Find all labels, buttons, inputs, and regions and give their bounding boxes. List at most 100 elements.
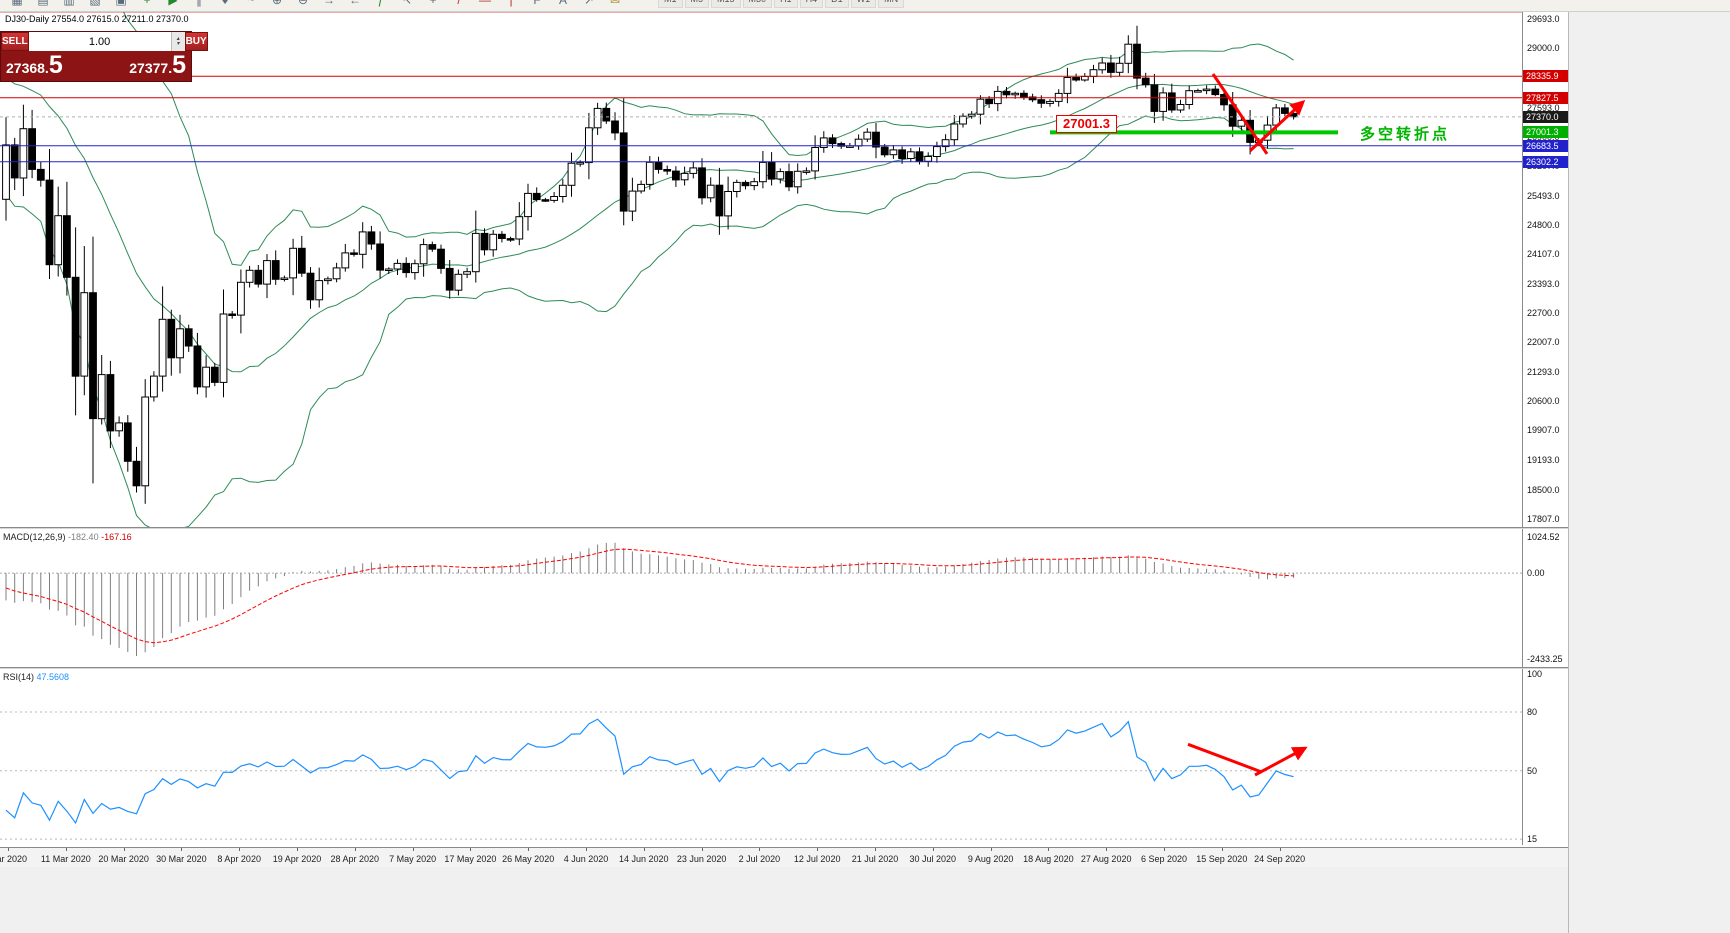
turning-point-text[interactable]: 多空转折点: [1360, 126, 1451, 144]
bollinger-lower-line: [5, 115, 1294, 527]
rsi-line: [5, 718, 1294, 825]
macd-signal-line: [5, 548, 1294, 644]
time-axis[interactable]: Mar 2020 11 Mar 2020 20 Mar 2020 30 Mar 202…: [0, 847, 1568, 867]
one-click-trading-panel: SELL ▴▾ BUY 27368.5 27377.5: [0, 31, 208, 82]
sell-button[interactable]: SELL: [1, 32, 29, 51]
hline-icon[interactable]: —: [479, 0, 491, 7]
pane-divider[interactable]: [0, 667, 1568, 669]
new-chart-icon[interactable]: ▦: [11, 0, 23, 7]
date-tick: [65, 848, 67, 851]
date-label: 28 Apr 2020: [330, 854, 380, 864]
timeframe-H1[interactable]: H1: [774, 0, 798, 8]
macd-tick-label: 0.00: [1527, 568, 1545, 579]
main-chart-canvas[interactable]: [0, 11, 1522, 527]
candles-chart-icon[interactable]: ♦: [221, 0, 229, 7]
price-tick-label: 20600.0: [1527, 396, 1560, 407]
spin-down-icon[interactable]: ▾: [176, 40, 180, 47]
date-label: 21 Jul 2020: [851, 854, 899, 864]
main-chart-pane[interactable]: 29693.029000.028307.027593.026900.026207…: [0, 11, 1568, 527]
buy-button[interactable]: BUY: [184, 32, 208, 51]
line-chart-icon[interactable]: ~: [247, 0, 255, 7]
crosshair-icon[interactable]: +: [429, 0, 437, 7]
trendline-icon[interactable]: /: [457, 0, 461, 7]
date-label: 12 Jul 2020: [793, 854, 841, 864]
spin-up-icon[interactable]: ▴: [176, 35, 180, 42]
indicators-icon[interactable]: ƒ: [377, 0, 385, 7]
date-tick: [470, 848, 472, 851]
trade-panel-prices: 27368.5 27377.5: [1, 51, 191, 81]
new-order-icon[interactable]: +: [143, 0, 151, 7]
rsi-tick-label: 80: [1527, 707, 1538, 718]
auto-scroll-icon[interactable]: →: [323, 0, 335, 7]
mail-icon[interactable]: ✉: [609, 0, 621, 7]
terminal-icon[interactable]: ▣: [115, 0, 127, 7]
turning-point-price-label[interactable]: 27001.3: [1056, 115, 1117, 134]
volume-field[interactable]: ▴▾: [28, 32, 185, 51]
price-axis[interactable]: 29693.029000.028307.027593.026900.026207…: [1522, 11, 1568, 527]
volume-spinner[interactable]: ▴ ▾: [170, 32, 185, 51]
pane-divider[interactable]: [0, 527, 1568, 529]
arrows-icon[interactable]: ↗: [583, 0, 595, 7]
timeframe-M5[interactable]: M5: [684, 0, 710, 8]
chart-shift-icon[interactable]: ←: [349, 0, 361, 7]
price-tick-label: 22007.0: [1527, 337, 1560, 348]
macd-main-value: -182.40: [68, 532, 99, 542]
price-tick-label: 22700.0: [1527, 308, 1560, 319]
cursor-icon[interactable]: ↖: [401, 0, 413, 7]
macd-signal-value: -167.16: [101, 532, 132, 542]
trend-arrow[interactable]: [1248, 99, 1306, 153]
sell-price-big-digit: 5: [48, 51, 63, 79]
chart-ohlc-title: DJ30-Daily 27554.0 27615.0 27211.0 27370…: [5, 14, 189, 24]
fibonacci-icon[interactable]: F: [533, 0, 541, 7]
date-label: 8 Apr 2020: [217, 854, 261, 864]
text-icon[interactable]: A: [558, 0, 567, 7]
autotrading-icon[interactable]: ▶: [168, 0, 178, 7]
timeframe-D1[interactable]: D1: [825, 0, 849, 8]
buy-price-main: 27377.: [129, 60, 173, 76]
profiles-icon[interactable]: ▤: [37, 0, 49, 7]
volume-input[interactable]: [28, 32, 171, 51]
bollinger-upper-line: [122, 11, 1294, 266]
date-label: 11 Mar 2020: [40, 854, 91, 864]
bars-chart-icon[interactable]: ∥: [196, 0, 202, 7]
zoom-in-icon[interactable]: ⊕: [271, 0, 283, 7]
timeframe-H4[interactable]: H4: [799, 0, 824, 8]
date-tick: [1048, 848, 1050, 851]
trend-arrow[interactable]: [1187, 742, 1263, 774]
date-label: 27 Aug 2020: [1080, 854, 1132, 864]
price-tick-label: 29693.0: [1527, 14, 1560, 25]
trend-arrow[interactable]: [1211, 73, 1269, 155]
toolbar-buttons: ▦ ▤ ▥ ▧ ▣ + ▶ ∥ ♦ ~ ⊕ ⊖ → ← ƒ ↖ + / — | F A ↗ ✉ M1M5M15M30H1H4D1…: [0, 0, 1730, 10]
price-tick-label: 25493.0: [1527, 190, 1560, 201]
timeframe-M30[interactable]: M30: [742, 0, 773, 8]
vline-icon[interactable]: |: [509, 0, 513, 7]
rsi-tick-label: 100: [1527, 669, 1543, 679]
zoom-out-icon[interactable]: ⊖: [297, 0, 309, 7]
date-label: 24 Sep 2020: [1254, 854, 1306, 864]
trend-arrow[interactable]: [1254, 746, 1308, 777]
date-label: 9 Aug 2020: [967, 854, 1014, 864]
navigator-icon[interactable]: ▧: [89, 0, 101, 7]
rsi-pane[interactable]: 100 80 50 15 RSI(14) 47.5608: [0, 669, 1568, 845]
rsi-tick-label: 15: [1527, 834, 1538, 845]
rsi-value: 47.5608: [36, 672, 70, 682]
date-label: 30 Jul 2020: [909, 854, 957, 864]
macd-pane[interactable]: 1024.52 0.00 -2433.25 MACD(12,26,9) -182.4…: [0, 529, 1568, 667]
macd-tick-label: 1024.52: [1527, 532, 1560, 542]
timeframe-M1[interactable]: M1: [658, 0, 683, 8]
date-tick: [528, 848, 530, 851]
date-tick: [1106, 848, 1108, 851]
timeframe-W1[interactable]: W1: [850, 0, 877, 8]
date-tick: [817, 848, 819, 851]
candles-layer[interactable]: [2, 25, 1298, 504]
date-tick: [1164, 848, 1165, 851]
macd-axis[interactable]: 1024.52 0.00 -2433.25: [1522, 529, 1568, 667]
market-watch-icon[interactable]: ▥: [63, 0, 75, 7]
timeframe-M15[interactable]: M15: [711, 0, 741, 8]
rsi-axis[interactable]: 100 80 50 15: [1522, 669, 1568, 845]
timeframe-MN[interactable]: MN: [878, 0, 905, 8]
rsi-label: RSI(14) 47.5608: [3, 672, 69, 682]
date-tick: [875, 848, 876, 851]
chart-window: 29693.029000.028307.027593.026900.026207…: [0, 11, 1568, 867]
